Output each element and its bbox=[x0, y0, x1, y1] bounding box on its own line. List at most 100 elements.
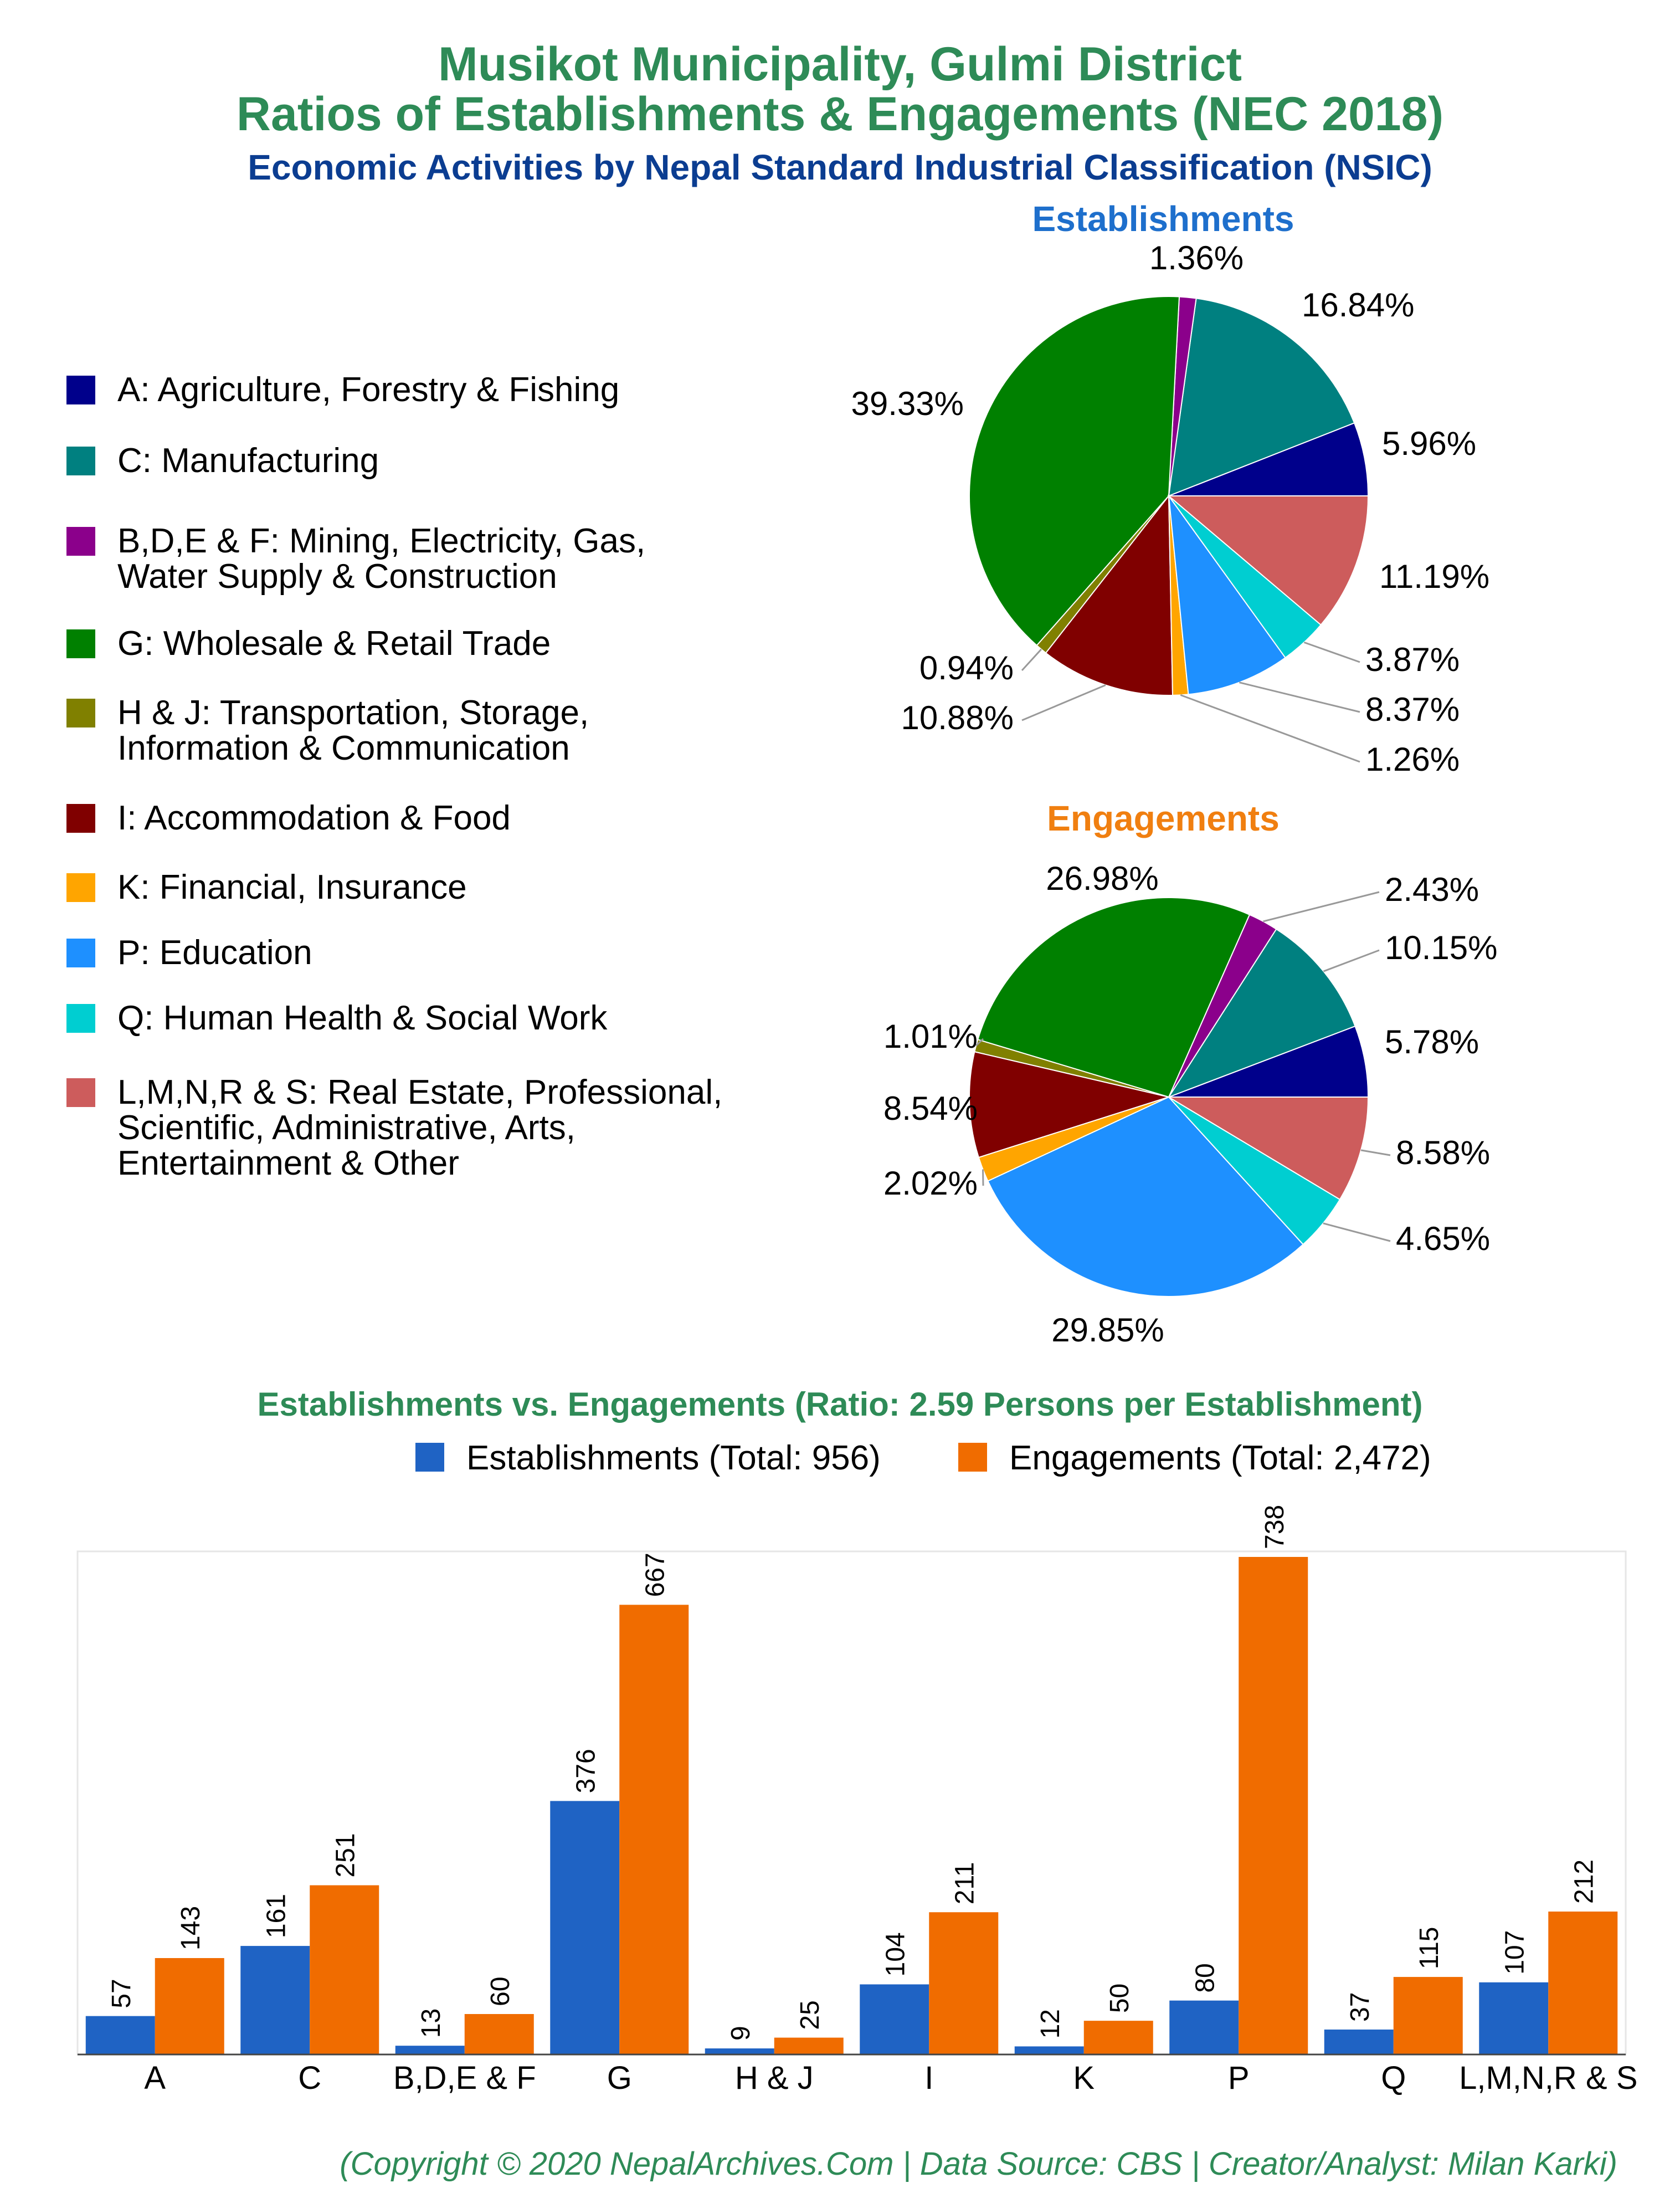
pie-label-q: 4.65% bbox=[1396, 1220, 1490, 1257]
legend-label: H & J: Transportation, Storage, Informat… bbox=[117, 694, 589, 767]
pie-slice-c bbox=[1167, 928, 1356, 1099]
bar-engagements-c bbox=[310, 1885, 379, 2054]
legend-label: B,D,E & F: Mining, Electricity, Gas, Wat… bbox=[117, 522, 646, 596]
legend-swatch-engagements bbox=[958, 1443, 987, 1472]
legend-label: I: Accommodation & Food bbox=[117, 799, 511, 837]
x-tick-label-b-d-e-f: B,D,E & F bbox=[393, 2060, 536, 2096]
footer-credit: (Copyright © 2020 NepalArchives.Com | Da… bbox=[340, 2146, 1617, 2182]
legend-swatch bbox=[66, 699, 95, 727]
pie-slice-p bbox=[987, 1096, 1304, 1297]
pie-label-g: 26.98% bbox=[1046, 860, 1159, 897]
bar-value-label: 211 bbox=[951, 1862, 980, 1905]
bar-value-label: 104 bbox=[881, 1932, 911, 1976]
legend-label: A: Agriculture, Forestry & Fishing bbox=[117, 371, 620, 409]
bar-value-label: 376 bbox=[572, 1749, 601, 1793]
x-tick-label-q: Q bbox=[1381, 2060, 1406, 2096]
pie-label-i: 10.88% bbox=[901, 699, 1014, 736]
bar-engagements-k bbox=[1083, 2021, 1153, 2054]
pie-label-c: 16.84% bbox=[1302, 286, 1415, 324]
bar-establishments-p bbox=[1169, 2000, 1239, 2054]
chart-title-line2: Ratios of Establishments & Engagements (… bbox=[236, 88, 1444, 141]
engagements-pie-chart: 5.78% 10.15% 2.43% 26.98% 1.01% 8.54% 2.02% 29.… bbox=[883, 860, 1498, 1349]
legend-swatch bbox=[66, 527, 95, 556]
legend-label: L,M,N,R & S: Real Estate, Professional, … bbox=[117, 1073, 723, 1182]
bar-chart-title: Establishments vs. Engagements (Ratio: 2… bbox=[257, 1386, 1423, 1423]
bar-value-label: 738 bbox=[1260, 1505, 1289, 1549]
bar-engagements-l-m-n-r-s bbox=[1548, 1912, 1618, 2054]
bar-establishments-c bbox=[240, 1946, 310, 2054]
pie-leader-line bbox=[1360, 1149, 1391, 1156]
legend-swatch bbox=[66, 873, 95, 902]
legend-label: Q: Human Health & Social Work bbox=[117, 999, 608, 1037]
bar-establishments-a bbox=[85, 2016, 155, 2054]
bar-chart: 57 143 A 161 251 C 13 60 B,D,E & F 376 667 G 9 25 H & … bbox=[76, 1505, 1637, 2096]
pie-slice-a bbox=[1168, 1025, 1369, 1098]
bar-value-label: 50 bbox=[1105, 1984, 1134, 2013]
legend-swatch bbox=[66, 447, 95, 475]
pie-label-h-j: 1.01% bbox=[883, 1018, 978, 1055]
pie-label-p: 29.85% bbox=[1051, 1311, 1164, 1349]
pie-label-p: 8.37% bbox=[1365, 691, 1460, 728]
x-tick-label-g: G bbox=[607, 2060, 632, 2096]
bar-establishments-h-j bbox=[705, 2048, 774, 2054]
bar-value-label: 80 bbox=[1191, 1963, 1220, 1992]
bar-value-label: 37 bbox=[1345, 1992, 1375, 2022]
pie-slice-g bbox=[977, 897, 1251, 1098]
bar-value-label: 212 bbox=[1570, 1859, 1599, 1904]
bar-establishments-l-m-n-r-s bbox=[1479, 1982, 1549, 2054]
pie-label-l-m-n-r-s: 8.58% bbox=[1396, 1134, 1490, 1171]
bar-value-label: 107 bbox=[1501, 1930, 1530, 1975]
bar-engagements-g bbox=[619, 1605, 689, 2054]
pie-leader-line bbox=[1180, 694, 1360, 763]
bar-establishments-q bbox=[1324, 2029, 1394, 2054]
x-tick-label-c: C bbox=[298, 2060, 321, 2096]
legend-swatch bbox=[66, 939, 95, 967]
pie-leader-line bbox=[975, 1038, 984, 1047]
pie-leader-line bbox=[1239, 682, 1360, 713]
bar-value-label: 9 bbox=[726, 2026, 756, 2041]
bar-value-label: 12 bbox=[1036, 2009, 1065, 2038]
legend-label: P: Education bbox=[117, 934, 312, 972]
bar-value-label: 25 bbox=[795, 2000, 825, 2030]
x-tick-label-p: P bbox=[1228, 2060, 1250, 2096]
establishments-pie-chart: 5.96% 16.84% 1.36% 39.33% 0.94% 10.88% 1.26% 8.… bbox=[851, 239, 1490, 778]
bar-engagements-i bbox=[929, 1912, 999, 2054]
pie-label-g: 39.33% bbox=[851, 385, 964, 422]
pie-leader-line bbox=[1263, 891, 1380, 923]
pie-leader-line bbox=[1323, 1222, 1391, 1242]
legend-swatch bbox=[66, 629, 95, 658]
pie-label-a: 5.78% bbox=[1385, 1023, 1479, 1060]
pie-slice-i bbox=[969, 1051, 1171, 1159]
bar-value-label: 251 bbox=[331, 1833, 361, 1877]
pie-leader-line bbox=[1021, 648, 1042, 672]
chart-title-line1: Musikot Municipality, Gulmi District bbox=[438, 38, 1242, 91]
pie-slice-p bbox=[1168, 494, 1286, 695]
pie-label-b-d-e-f: 2.43% bbox=[1385, 871, 1479, 908]
pie-label-i: 8.54% bbox=[883, 1090, 978, 1127]
pie-slice-g bbox=[969, 296, 1180, 647]
legend-label-engagements: Engagements (Total: 2,472) bbox=[1009, 1439, 1431, 1477]
bar-value-label: 13 bbox=[417, 2008, 446, 2038]
pie-leader-line bbox=[1021, 684, 1106, 721]
chart-subtitle: Economic Activities by Nepal Standard In… bbox=[248, 147, 1432, 187]
legend-label: G: Wholesale & Retail Trade bbox=[117, 624, 551, 663]
pie-label-k: 2.02% bbox=[883, 1165, 978, 1202]
pie-slice-a bbox=[1168, 422, 1369, 496]
x-tick-label-l-m-n-r-s: L,M,N,R & S bbox=[1459, 2060, 1637, 2096]
x-tick-label-h-j: H & J bbox=[735, 2060, 814, 2096]
legend-label-establishments: Establishments (Total: 956) bbox=[466, 1439, 881, 1477]
legend-swatch bbox=[66, 1078, 95, 1107]
bar-engagements-p bbox=[1239, 1557, 1308, 2054]
pie-label-a: 5.96% bbox=[1382, 425, 1476, 462]
bar-value-label: 115 bbox=[1415, 1927, 1444, 1970]
bar-engagements-h-j bbox=[774, 2037, 844, 2054]
bar-engagements-q bbox=[1393, 1977, 1463, 2054]
pie-label-b-d-e-f: 1.36% bbox=[1149, 239, 1244, 276]
pie-slice-c bbox=[1168, 298, 1355, 497]
legend-swatch bbox=[66, 804, 95, 833]
bar-engagements-b-d-e-f bbox=[464, 2013, 534, 2054]
bar-value-label: 143 bbox=[176, 1906, 205, 1950]
bar-establishments-g bbox=[550, 1801, 620, 2054]
legend-swatch-establishments bbox=[415, 1443, 444, 1472]
legend-swatch bbox=[66, 1004, 95, 1033]
